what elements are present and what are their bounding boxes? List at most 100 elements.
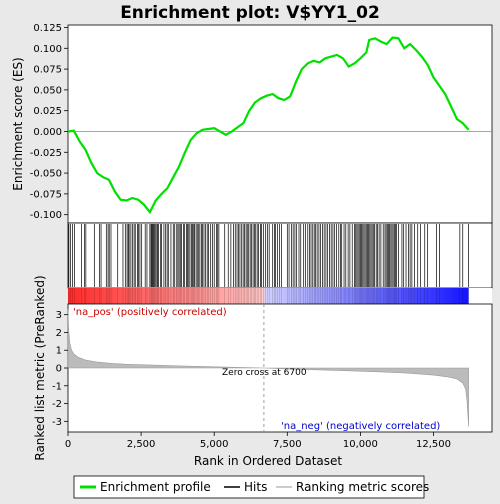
color-bar-cell — [256, 288, 262, 304]
color-bar-cell — [461, 288, 466, 304]
es-y-tick-label: 0.100 — [33, 44, 62, 55]
color-bar-cell — [151, 288, 156, 304]
color-bar-cell — [332, 288, 337, 304]
es-y-axis: -0.100 -0.075 -0.050 -0.025 0.000 0.025 0.050 0… — [30, 23, 492, 221]
color-bar-cell — [434, 288, 439, 304]
metric-area — [67, 309, 469, 427]
color-bar-cell — [290, 288, 296, 304]
color-bar-cell — [309, 288, 314, 304]
color-bar-cell — [253, 288, 258, 304]
hits-panel — [67, 222, 493, 289]
color-bar-cell — [272, 288, 277, 304]
x-tick-label: 2,500 — [127, 439, 156, 450]
es-panel — [67, 24, 493, 224]
metric-group — [67, 304, 469, 432]
color-bar-cell — [136, 288, 141, 304]
color-bar-cell — [71, 288, 76, 304]
color-bar-cell — [105, 288, 110, 304]
color-bar-cell — [215, 288, 220, 304]
color-bar-cell — [139, 288, 144, 304]
color-bar-cell — [317, 288, 322, 304]
chart-title: Enrichment plot: V$YY1_02 — [120, 3, 380, 23]
color-bar-cell — [204, 288, 209, 304]
color-bar-cell — [294, 288, 299, 304]
color-bar-cell — [351, 288, 356, 304]
color-bar-cell — [275, 288, 280, 304]
color-bar-cell — [177, 288, 182, 304]
metric-y-axis-label: Ranked list metric (PreRanked) — [33, 275, 47, 460]
color-bar-cell — [362, 288, 367, 304]
es-y-tick-label: -0.075 — [30, 189, 62, 200]
color-bar-cell — [241, 288, 246, 304]
color-bar-cell — [347, 288, 352, 304]
color-bar-cell — [268, 288, 273, 304]
color-bar-cell — [411, 288, 416, 304]
es-y-tick-label: 0.000 — [33, 127, 62, 138]
color-bar-cell — [423, 288, 428, 304]
color-bar-cell — [396, 288, 401, 304]
es-series-line — [67, 36, 470, 215]
color-bar-cell — [445, 288, 451, 304]
color-bar-cell — [120, 288, 125, 304]
color-bar-cell — [464, 288, 469, 304]
color-bar-cell — [79, 288, 84, 304]
metric-y-tick-label: -3 — [52, 417, 62, 428]
color-bar-cell — [234, 288, 239, 304]
color-bar-cell — [340, 288, 345, 304]
color-bar-cell — [166, 288, 171, 304]
color-bar-cell — [430, 288, 435, 304]
color-bar-cell — [343, 288, 348, 304]
color-bar-cell — [90, 288, 95, 304]
color-bar-cell — [404, 288, 409, 304]
color-bar-cell — [264, 288, 269, 304]
color-bar-cell — [355, 288, 360, 304]
x-tick-label: 0 — [65, 439, 71, 450]
color-bar-cell — [113, 288, 118, 304]
x-tick-label: 5,000 — [200, 439, 229, 450]
color-bar-cell — [124, 288, 129, 304]
color-bar-cell — [298, 288, 303, 304]
x-tick-label: 7,500 — [273, 439, 302, 450]
color-bar-cell — [313, 288, 318, 304]
color-bar-cell — [245, 288, 250, 304]
es-line-group — [67, 36, 470, 215]
metric-y-tick-label: -2 — [52, 399, 62, 410]
color-bar-cell — [117, 288, 122, 304]
label-na-pos: 'na_pos' (positively correlated) — [73, 307, 227, 318]
color-bar-empty — [468, 288, 492, 304]
color-bar-cell — [83, 288, 88, 304]
es-y-tick-label: 0.075 — [33, 65, 62, 76]
color-bar-cell — [302, 288, 307, 304]
es-y-tick-label: -0.025 — [30, 148, 62, 159]
legend-label-enrichment: Enrichment profile — [100, 480, 211, 494]
color-bar-cell — [147, 288, 152, 304]
color-bar-cell — [230, 288, 235, 304]
color-bar-cell — [170, 288, 175, 304]
color-bar-cell — [453, 288, 458, 304]
x-axis-label: Rank in Ordered Dataset — [194, 454, 342, 468]
legend-label-hits: Hits — [244, 480, 267, 494]
color-bar-cell — [374, 288, 379, 304]
color-bar-cell — [173, 288, 178, 304]
color-bar-cell — [185, 288, 190, 304]
color-bar-cell — [260, 288, 265, 304]
color-bar-cell — [211, 288, 216, 304]
es-y-tick-label: 0.025 — [33, 106, 62, 117]
x-tick-label: 12,500 — [416, 439, 451, 450]
color-bar-cell — [162, 288, 167, 304]
color-bar-cell — [219, 288, 224, 304]
color-bar-cell — [419, 288, 424, 304]
color-bar-cell — [415, 288, 420, 304]
color-bar-cell — [75, 288, 80, 304]
zero-cross-label: Zero cross at 6700 — [222, 368, 307, 378]
metric-y-tick-label: 0 — [56, 364, 62, 375]
color-bar-cell — [279, 288, 284, 304]
metric-y-tick-label: -1 — [52, 381, 62, 392]
metric-y-tick-label: 1 — [56, 346, 62, 357]
color-bar-cell — [377, 288, 382, 304]
color-bar-cell — [102, 288, 107, 304]
color-bar-cell — [200, 288, 205, 304]
es-y-tick-label: -0.100 — [30, 210, 62, 221]
legend-box — [73, 475, 425, 499]
